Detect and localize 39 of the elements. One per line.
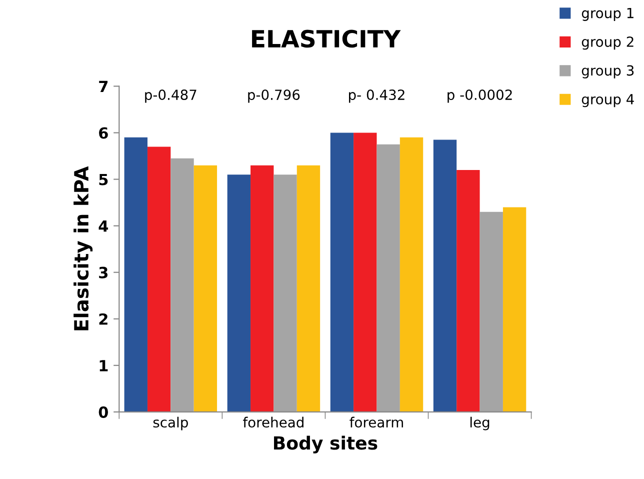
bar: [330, 132, 354, 412]
bar: [274, 174, 297, 412]
x-tick-label: leg: [470, 416, 490, 430]
x-tick-label: forearm: [350, 416, 403, 428]
bar: [147, 146, 171, 412]
legend-label: group 3: [582, 65, 634, 78]
y-tick-label: 1: [100, 360, 108, 372]
y-tick-label: 3: [99, 266, 108, 278]
bar: [502, 207, 526, 412]
legend-label: group 1: [582, 8, 634, 21]
x-tick-label: scalp: [153, 416, 188, 430]
y-tick-label: 4: [98, 220, 108, 232]
annotation: p -0.0002: [448, 90, 512, 103]
annotation: p-0.487: [145, 90, 196, 103]
x-tick-label: forehead: [243, 416, 304, 428]
bar: [354, 132, 377, 412]
y-tick-label: 7: [99, 80, 108, 92]
bar: [433, 140, 457, 412]
bar: [124, 137, 148, 412]
bar: [456, 170, 480, 412]
y-tick-label: 5: [99, 174, 108, 186]
y-tick-label: 6: [99, 127, 108, 139]
bar: [400, 137, 424, 412]
chart-title: ELASTICITY: [252, 30, 401, 48]
bar: [250, 165, 274, 412]
y-tick-label: 0: [98, 406, 108, 418]
bar: [296, 165, 320, 412]
x-axis-title: Body sites: [274, 436, 378, 454]
annotation: p- 0.432: [349, 90, 404, 103]
bar: [376, 144, 400, 412]
annotation: p-0.796: [248, 90, 300, 103]
legend-label: group 2: [582, 36, 634, 50]
y-axis-title: Elasicity in kPA: [74, 166, 93, 330]
legend-label: group 4: [582, 94, 634, 108]
y-tick-label: 2: [99, 313, 108, 325]
bar: [170, 158, 194, 412]
bar: [194, 165, 218, 412]
bar: [480, 212, 503, 412]
bar: [227, 174, 251, 412]
